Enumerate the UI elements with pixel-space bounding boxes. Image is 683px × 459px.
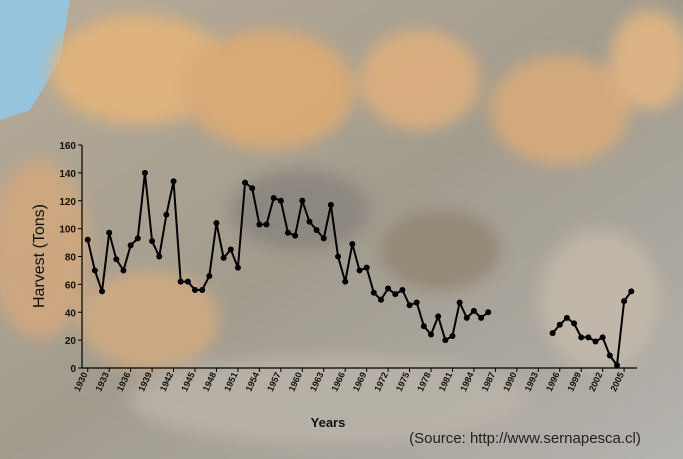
point (278, 198, 284, 204)
y-tick-label: 160 (59, 141, 76, 152)
point (92, 267, 98, 273)
point (285, 230, 291, 236)
point (564, 315, 570, 321)
point (392, 291, 398, 297)
point (178, 279, 184, 285)
point (135, 235, 141, 241)
point (550, 330, 556, 336)
point (385, 286, 391, 292)
x-axis-label: Years (311, 415, 346, 430)
point (449, 333, 455, 339)
point (407, 302, 413, 308)
point (156, 254, 162, 260)
point (256, 221, 262, 227)
point (221, 255, 227, 261)
point (364, 265, 370, 271)
point (171, 178, 177, 184)
point (357, 267, 363, 273)
point (614, 362, 620, 368)
point (457, 299, 463, 305)
point (271, 195, 277, 201)
point (142, 170, 148, 176)
point (435, 313, 441, 319)
point (120, 267, 126, 273)
point (199, 287, 205, 293)
point (607, 352, 613, 358)
point (192, 287, 198, 293)
point (292, 233, 298, 239)
point (264, 221, 270, 227)
point (628, 288, 634, 294)
point (185, 279, 191, 285)
source-note: (Source: http://www.sernapesca.cl) (409, 430, 641, 447)
point (235, 265, 241, 271)
point (371, 290, 377, 296)
y-axis-label: Harvest (Tons) (31, 204, 48, 308)
point (328, 202, 334, 208)
point (349, 241, 355, 247)
point (571, 320, 577, 326)
point (621, 298, 627, 304)
chart: Harvest (Tons) Years (Source: http://www… (0, 0, 683, 459)
point (321, 235, 327, 241)
y-tick-label: 120 (59, 197, 76, 208)
point (299, 198, 305, 204)
y-tick-label: 40 (65, 308, 77, 319)
point (249, 185, 255, 191)
point (242, 180, 248, 186)
point (471, 308, 477, 314)
point (421, 323, 427, 329)
point (163, 212, 169, 218)
point (478, 315, 484, 321)
point (485, 309, 491, 315)
point (306, 219, 312, 225)
point (442, 337, 448, 343)
point (557, 322, 563, 328)
point (149, 238, 155, 244)
y-tick-label: 0 (70, 364, 76, 375)
point (213, 220, 219, 226)
point (85, 237, 91, 243)
point (585, 334, 591, 340)
y-tick-label: 60 (65, 280, 77, 291)
point (113, 256, 119, 262)
point (314, 227, 320, 233)
y-tick-label: 100 (59, 225, 76, 236)
point (128, 242, 134, 248)
point (593, 339, 599, 345)
y-tick-label: 140 (59, 169, 76, 180)
y-tick-label: 20 (65, 336, 77, 347)
point (600, 334, 606, 340)
point (414, 299, 420, 305)
point (464, 315, 470, 321)
point (342, 279, 348, 285)
point (99, 288, 105, 294)
y-tick-label: 80 (65, 253, 77, 264)
point (106, 230, 112, 236)
point (335, 254, 341, 260)
point (378, 297, 384, 303)
point (428, 332, 434, 338)
point (578, 334, 584, 340)
point (206, 273, 212, 279)
point (228, 247, 234, 253)
point (399, 287, 405, 293)
